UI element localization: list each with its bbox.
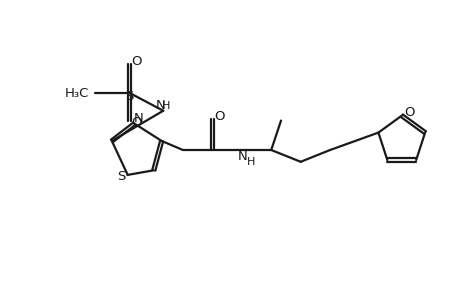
Text: O: O bbox=[213, 110, 224, 123]
Text: S: S bbox=[124, 89, 133, 103]
Text: N: N bbox=[237, 150, 247, 164]
Text: O: O bbox=[131, 55, 142, 68]
Text: S: S bbox=[117, 170, 125, 183]
Text: N: N bbox=[155, 99, 165, 112]
Text: O: O bbox=[403, 106, 414, 119]
Text: H: H bbox=[162, 101, 170, 111]
Text: H: H bbox=[246, 157, 254, 167]
Text: N: N bbox=[133, 112, 143, 125]
Text: H₃C: H₃C bbox=[64, 87, 89, 100]
Text: O: O bbox=[131, 116, 142, 129]
